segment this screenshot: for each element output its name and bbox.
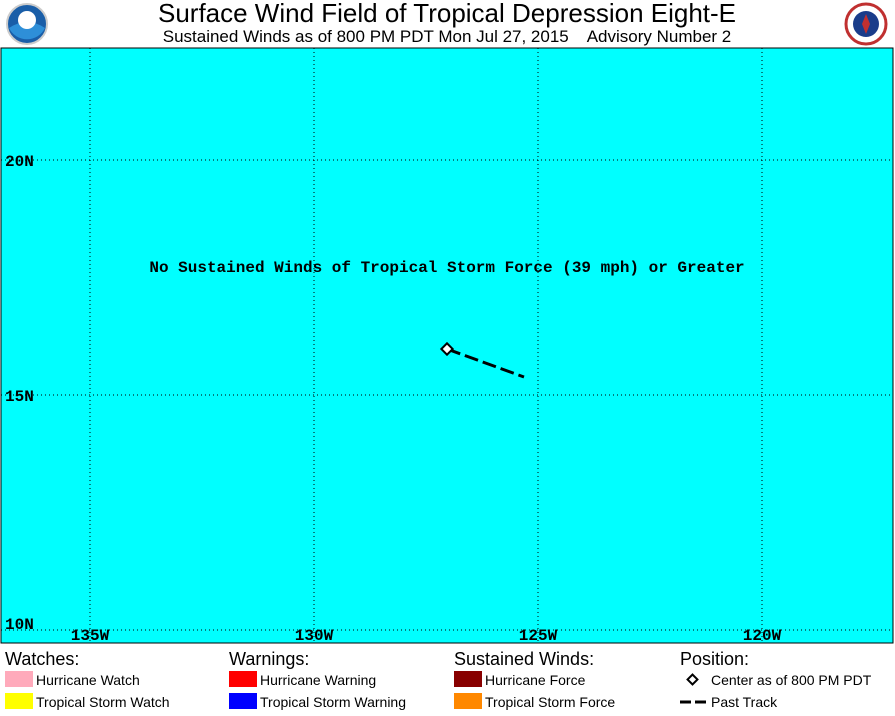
past-track [446,347,525,379]
lon-label: 130W [295,627,334,645]
legend-item: Tropical Storm Watch [36,694,170,710]
legend-swatch [229,671,257,687]
message: No Sustained Winds of Tropical Storm For… [149,259,744,277]
legend-heading: Position: [680,649,749,669]
lat-label: 20N [5,153,34,171]
legend-heading: Watches: [5,649,79,669]
lat-label: 15N [5,388,34,406]
legend-item: Tropical Storm Force [485,694,615,710]
graticule [1,48,893,643]
subtitle: Sustained Winds as of 800 PM PDT Mon Jul… [163,27,732,46]
lon-label: 135W [71,627,110,645]
legend-diamond [686,673,699,686]
legend-item: Hurricane Force [485,672,586,688]
legend-item: Hurricane Watch [36,672,140,688]
legend-swatch [454,671,482,687]
legend-item: Past Track [711,694,778,710]
legend-heading: Warnings: [229,649,309,669]
lon-label: 125W [519,627,558,645]
lat-label: 10N [5,616,34,634]
legend-swatch [5,671,33,687]
legend-item: Center as of 800 PM PDT [711,672,872,688]
storm-center [439,341,455,357]
title: Surface Wind Field of Tropical Depressio… [158,0,736,28]
legend-heading: Sustained Winds: [454,649,594,669]
legend-item: Tropical Storm Warning [260,694,406,710]
nws-logo [844,2,888,46]
legend-swatch [454,693,482,709]
legend-item: Hurricane Warning [260,672,376,688]
noaa-logo [6,3,48,45]
lon-label: 120W [743,627,782,645]
legend-swatch [229,693,257,709]
legend: Watches: Hurricane Watch Tropical Storm Wa… [5,649,872,710]
legend-swatch [5,693,33,709]
